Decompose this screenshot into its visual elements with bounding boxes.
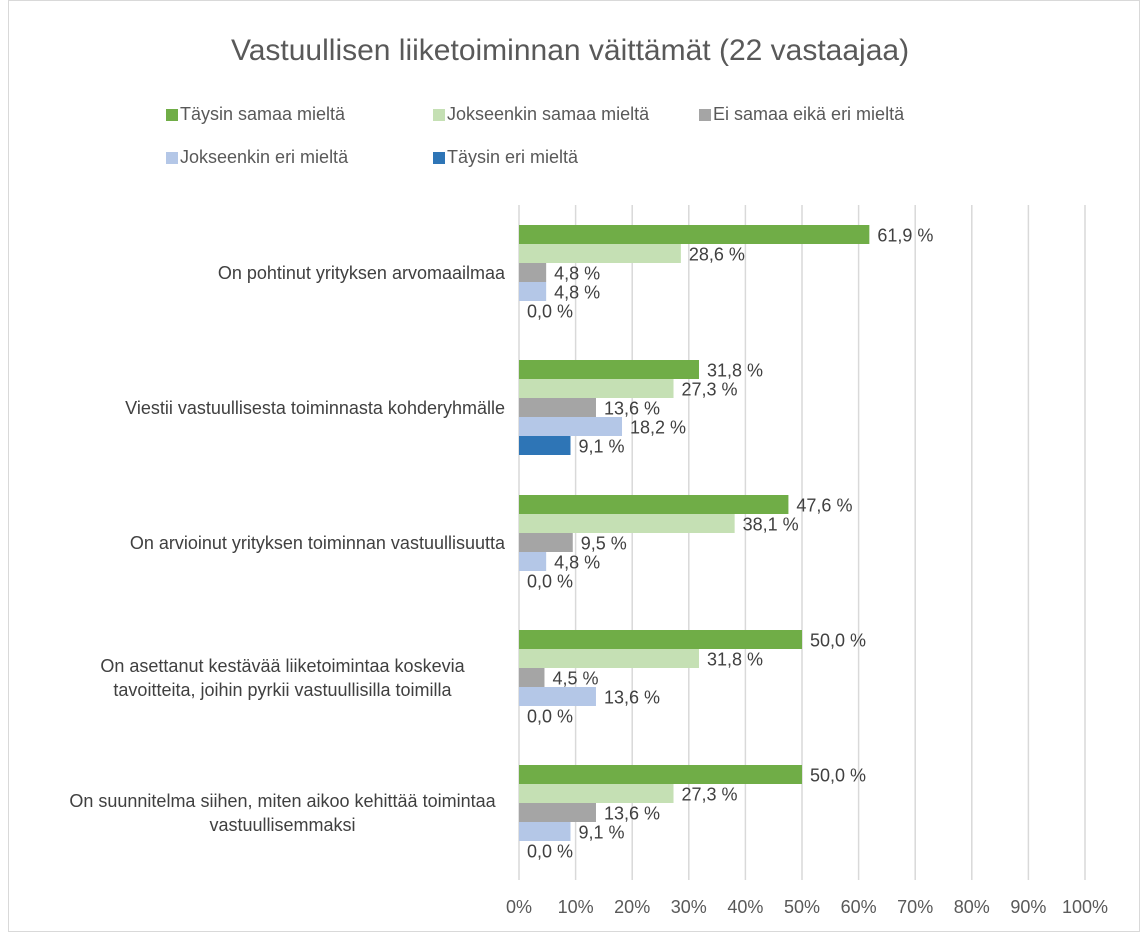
bar [519,514,735,533]
bar [519,822,571,841]
bar [519,398,596,417]
value-label: 9,5 % [581,533,627,553]
value-label: 0,0 % [527,571,573,591]
y-tick-label: On asettanut kestävää liiketoimintaa kos… [100,655,465,700]
bar [519,263,547,282]
x-tick-label: 30% [671,897,707,917]
value-label: 9,1 % [579,822,625,842]
category-label-box: Viestii vastuullisesta toiminnasta kohde… [125,396,505,420]
value-label: 28,6 % [689,244,745,264]
x-tick-label: 20% [614,897,650,917]
bar [519,630,802,649]
legend-swatch [166,152,178,164]
bar [519,687,596,706]
value-label: 50,0 % [810,765,866,785]
legend-label: Täysin samaa mieltä [180,104,346,124]
value-label: 9,1 % [579,436,625,456]
value-label: 61,9 % [877,225,933,245]
category-label-box: On arvioinut yrityksen toiminnan vastuul… [130,531,505,555]
bar [519,379,674,398]
chart-title: Vastuullisen liiketoiminnan väittämät (2… [231,34,909,67]
category-label-box: On suunnitelma siihen, miten aikoo kehit… [60,789,505,837]
bar [519,649,699,668]
bar [519,244,681,263]
value-label: 50,0 % [810,630,866,650]
bar [519,417,623,436]
bar [519,765,802,784]
legend-label: Jokseenkin samaa mieltä [447,104,650,124]
value-label: 0,0 % [527,301,573,321]
value-label: 0,0 % [527,706,573,726]
bar [519,225,870,244]
category-label-box: On pohtinut yrityksen arvomaailmaa [218,261,505,285]
legend-swatch [433,109,445,121]
y-tick-label: On suunnitelma siihen, miten aikoo kehit… [69,790,496,835]
value-label: 18,2 % [630,417,686,437]
legend-label: Täysin eri mieltä [447,147,579,167]
value-label: 13,6 % [604,687,660,707]
legend-label: Ei samaa eikä eri mieltä [713,104,905,124]
x-tick-label: 40% [727,897,763,917]
value-label: 4,8 % [554,552,600,572]
bar [519,552,547,571]
bar [519,360,699,379]
value-label: 0,0 % [527,841,573,861]
y-tick-label: Viestii vastuullisesta toiminnasta kohde… [125,397,505,418]
x-tick-label: 10% [558,897,594,917]
bar [519,668,545,687]
legend-swatch [433,152,445,164]
bar [519,282,547,301]
legend-swatch [166,109,178,121]
x-tick-label: 60% [841,897,877,917]
value-label: 27,3 % [682,379,738,399]
value-label: 27,3 % [682,784,738,804]
value-label: 47,6 % [796,495,852,515]
bar [519,495,789,514]
value-label: 31,8 % [707,649,763,669]
bar [519,803,596,822]
value-label: 4,8 % [554,282,600,302]
x-tick-label: 0% [506,897,532,917]
value-label: 31,8 % [707,360,763,380]
x-tick-label: 50% [784,897,820,917]
value-label: 38,1 % [743,514,799,534]
y-tick-label: On arvioinut yrityksen toiminnan vastuul… [129,532,505,553]
value-label: 13,6 % [604,803,660,823]
legend-label: Jokseenkin eri mieltä [180,147,349,167]
value-label: 4,8 % [554,263,600,283]
bar [519,436,571,455]
legend-swatch [699,109,711,121]
category-label-box: On asettanut kestävää liiketoimintaa kos… [60,654,505,702]
x-tick-label: 80% [954,897,990,917]
x-tick-label: 70% [897,897,933,917]
x-tick-label: 90% [1010,897,1046,917]
bar [519,533,573,552]
value-label: 4,5 % [552,668,598,688]
x-tick-label: 100% [1062,897,1108,917]
value-label: 13,6 % [604,398,660,418]
y-tick-label: On pohtinut yrityksen arvomaailmaa [217,262,505,283]
bar [519,784,674,803]
